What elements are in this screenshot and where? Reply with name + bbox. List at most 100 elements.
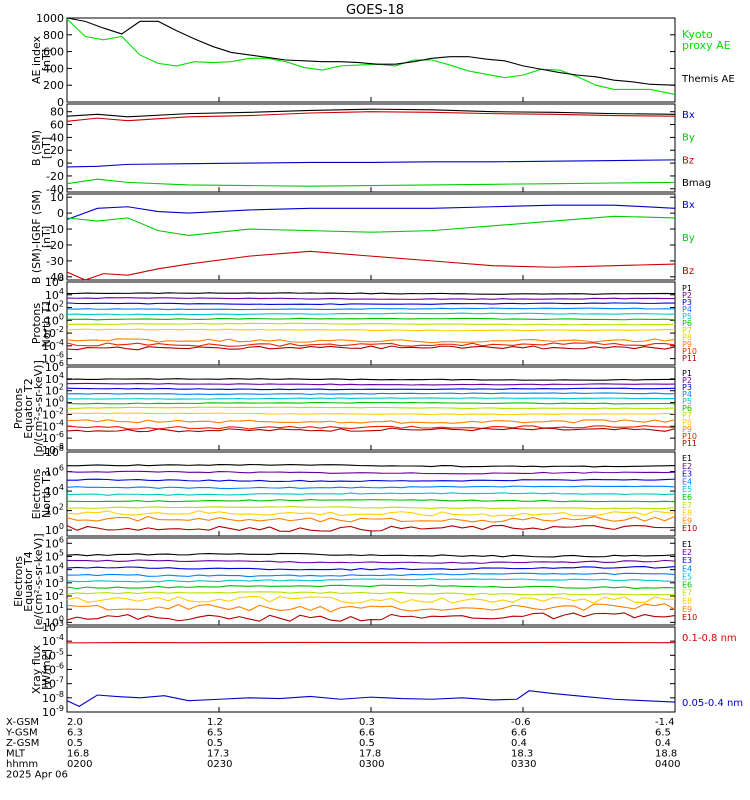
legend-label: E9: [682, 516, 692, 525]
legend-label: E8: [682, 509, 692, 518]
legend-label: E2: [682, 462, 692, 471]
panel-frame: [66, 103, 676, 193]
legend-label: P5: [682, 312, 692, 321]
series-line-e4: [66, 572, 676, 578]
series-line-p4: [66, 307, 676, 311]
legend-label: 0.1-0.8 nm: [682, 633, 737, 644]
series-line-p2: [66, 297, 676, 300]
series-line-e7: [66, 505, 676, 510]
y-axis-label: [p/(cm²-s-sr-keV)]: [32, 360, 45, 457]
series-line-p6: [66, 401, 676, 405]
series-line-p5: [66, 397, 676, 400]
y-axis-label: B (SM)-IGRF (SM): [30, 190, 43, 284]
legend-label: P8: [682, 418, 692, 427]
legend-label: P5: [682, 397, 692, 406]
x-tick-label: 0400: [655, 759, 680, 770]
legend-label: Bx: [682, 200, 695, 211]
legend-label: E10: [682, 524, 697, 533]
series-line-e6: [66, 584, 676, 590]
legend-label: P10: [682, 347, 697, 356]
y-tick-label: -20: [46, 239, 64, 252]
y-axis-label: Xray flux: [30, 644, 43, 694]
y-tick-label: -20: [46, 170, 64, 183]
series-line-p11: [66, 427, 676, 433]
x-tick-label: -1.4: [655, 717, 675, 728]
y-axis-label: [nT]: [40, 49, 53, 71]
y-tick-label: 10-8: [42, 690, 64, 705]
x-tick-label: 6.3: [67, 728, 83, 739]
series-line-p8: [66, 328, 676, 332]
y-axis-label: [e/(cm²-s-sr-keV)]: [32, 533, 45, 629]
y-tick-label: 200: [43, 79, 64, 92]
series-line-e9: [66, 603, 676, 613]
series-line-0.05-0.4-nm: [66, 690, 676, 707]
x-row-label: MLT: [6, 749, 26, 760]
x-tick-label: 0.5: [359, 738, 375, 749]
y-tick-label: 80: [50, 106, 64, 119]
legend-label: Kyoto: [682, 28, 713, 41]
legend-label: E6: [682, 581, 692, 590]
series-line-e6: [66, 499, 676, 503]
y-axis-label: Equator T4: [22, 551, 35, 611]
legend-label: E7: [682, 501, 692, 510]
legend-label: Bx: [682, 110, 695, 121]
x-tick-label: 18.3: [511, 749, 533, 760]
legend-label: proxy AE: [682, 39, 731, 52]
legend-label: E4: [682, 477, 692, 486]
series-line-e1: [66, 463, 676, 468]
series-line-e10: [66, 612, 676, 622]
x-row-label: Y-GSM: [5, 728, 38, 739]
legend-label: P2: [682, 376, 692, 385]
x-tick-label: -0.6: [511, 717, 531, 728]
x-tick-label: 17.3: [207, 749, 229, 760]
series-line-p9: [66, 338, 676, 344]
legend-label: P7: [682, 411, 692, 420]
legend-label: E6: [682, 493, 692, 502]
legend-label: Themis AE: [681, 74, 735, 85]
legend-label: P10: [682, 432, 697, 441]
legend-label: P7: [682, 326, 692, 335]
legend-label: P2: [682, 291, 692, 300]
y-axis-label: Electrons: [12, 556, 25, 607]
series-line-p3: [66, 302, 676, 306]
legend-label: P11: [682, 354, 697, 363]
panel-frame: [66, 17, 676, 103]
legend-label: P9: [682, 340, 692, 349]
y-tick-label: 10-3: [42, 619, 64, 634]
y-tick-label: 0: [57, 157, 64, 170]
x-tick-label: 0330: [511, 759, 536, 770]
y-tick-label: 40: [50, 131, 64, 144]
y-tick-label: 10-9: [42, 704, 64, 719]
series-line-p2: [66, 382, 676, 386]
legend-label: P6: [682, 319, 692, 328]
plot-title: GOES-18: [346, 3, 404, 18]
series-line-p4: [66, 392, 676, 395]
legend-label: P3: [682, 383, 692, 392]
series-line-e5: [66, 492, 676, 496]
x-tick-label: 0.5: [207, 738, 223, 749]
x-tick-label: 2.0: [67, 717, 83, 728]
series-line-e7: [66, 591, 676, 596]
panel-protT2: 10610410210010-210-410-610-8ProtonsEquat…: [12, 359, 697, 457]
series-line-e8: [66, 510, 676, 517]
legend-label: 0.05-0.4 nm: [682, 698, 743, 709]
y-tick-label: -10: [46, 223, 64, 236]
series-line-p8: [66, 412, 676, 416]
legend-label: E5: [682, 572, 692, 581]
legend-label: P4: [682, 305, 692, 314]
y-axis-label: Electrons: [30, 468, 43, 519]
x-tick-label: 6.5: [207, 728, 223, 739]
y-axis-label: AE index: [30, 35, 43, 84]
x-row-label: 2025 Apr 06: [6, 770, 68, 781]
y-axis-label: Equator T2: [22, 378, 35, 438]
legend-label: By: [682, 133, 695, 144]
x-tick-label: 18.8: [655, 749, 677, 760]
legend-label: E4: [682, 564, 692, 573]
legend-label: E1: [682, 454, 692, 463]
x-tick-label: 0230: [207, 759, 232, 770]
y-axis-label: [nT]: [40, 226, 53, 248]
